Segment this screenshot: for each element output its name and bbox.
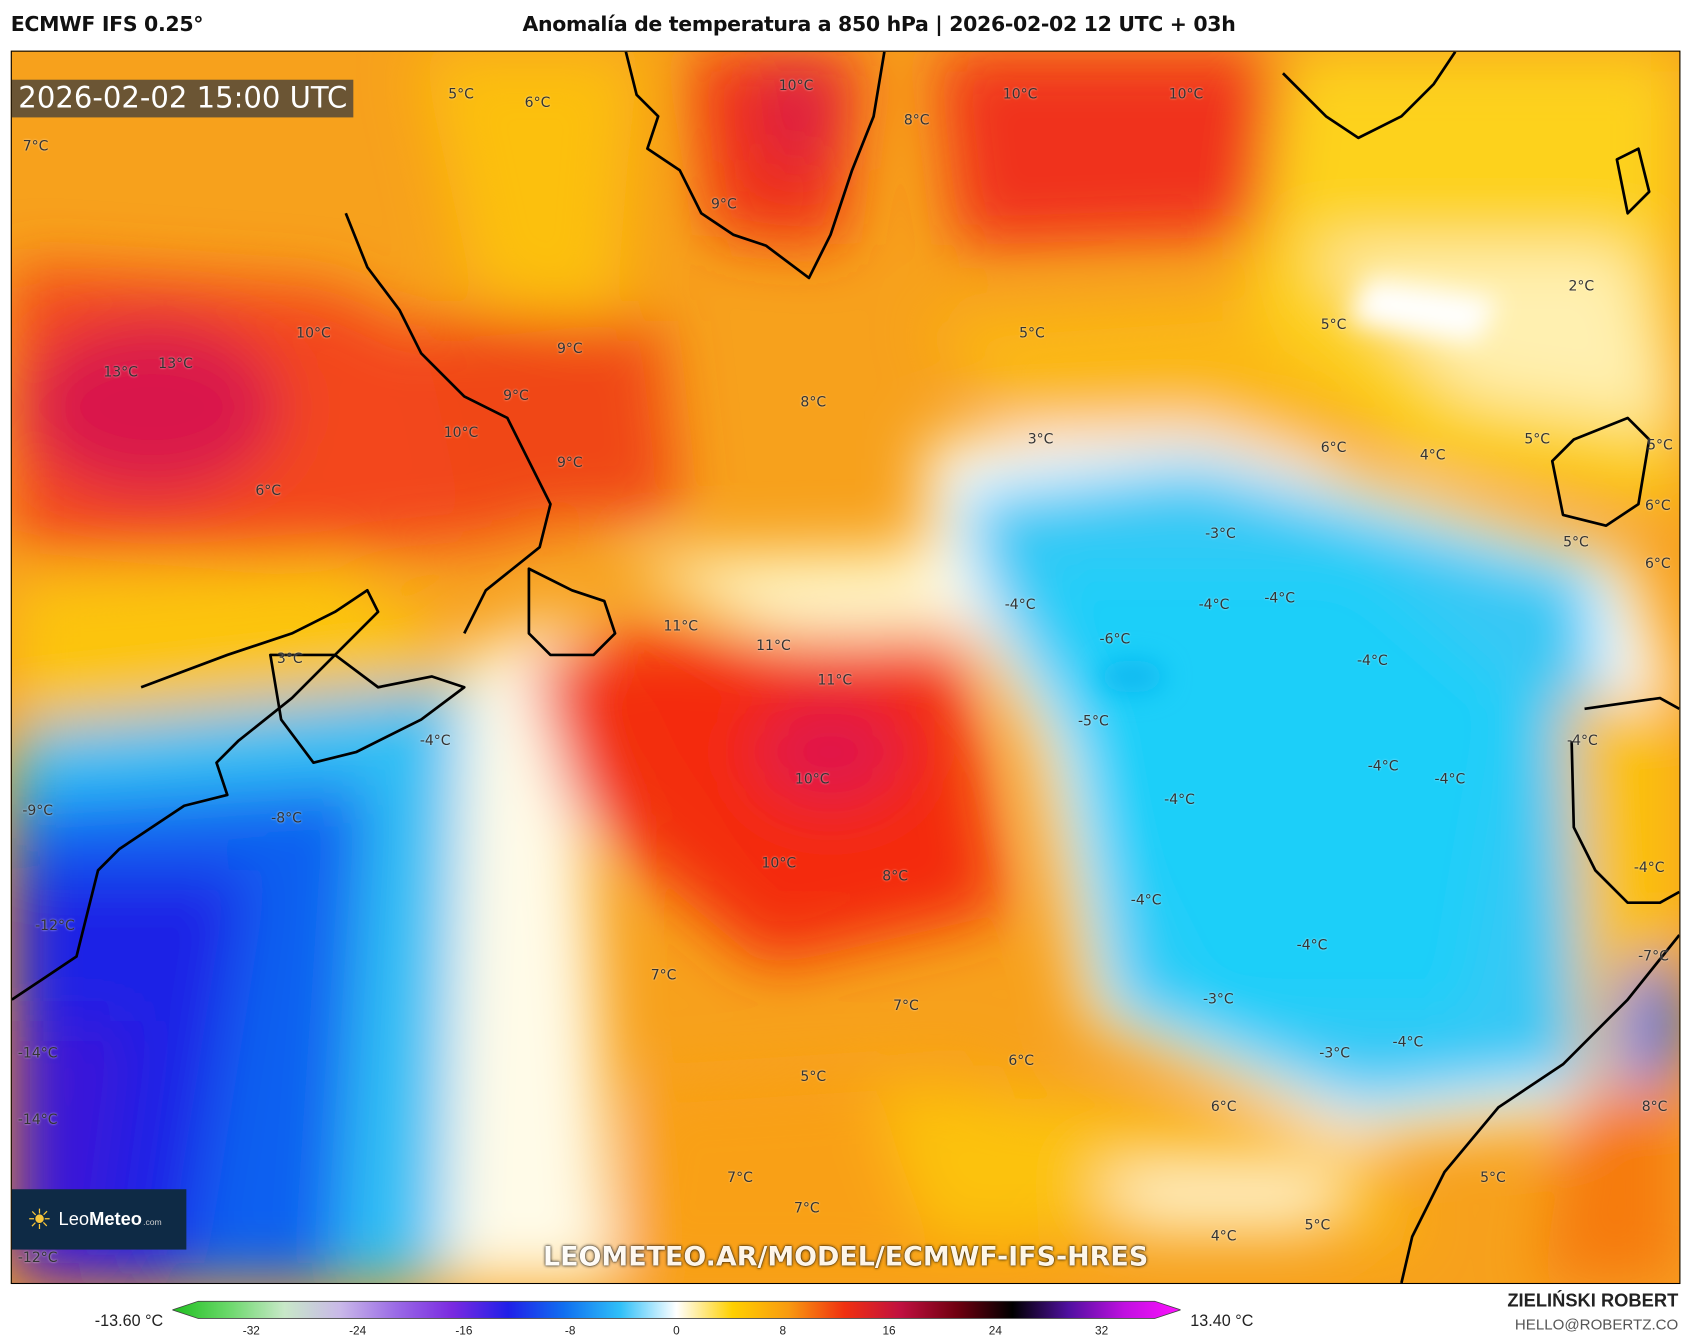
coastlines	[11, 51, 1680, 1283]
temperature-label: 8°C	[882, 868, 909, 885]
temperature-label: -4°C	[1296, 937, 1328, 954]
temperature-label: 10°C	[794, 771, 830, 788]
colorbar	[172, 1300, 1181, 1319]
temperature-label: 5°C	[1647, 437, 1673, 455]
temperature-label: 7°C	[727, 1170, 753, 1187]
temperature-label: 6°C	[524, 95, 551, 112]
colorbar-tick: 8	[779, 1324, 787, 1338]
temperature-label: -6°C	[1099, 631, 1131, 648]
colorbar-tick: 24	[988, 1324, 1002, 1338]
temperature-label: -4°C	[1356, 653, 1388, 670]
model-name: ECMWF IFS 0.25°	[10, 12, 204, 37]
temperature-label: -5°C	[1077, 713, 1109, 730]
temperature-label: 8°C	[800, 394, 827, 411]
colorbar-gradient	[172, 1300, 1181, 1319]
temperature-label: 10°C	[1168, 86, 1204, 103]
valid-time: 2026-02-02 15:00 UTC	[11, 79, 354, 118]
temperature-label: 11°C	[756, 638, 791, 655]
temperature-label: 5°C	[800, 1069, 827, 1086]
colorbar-tick: -32	[242, 1324, 260, 1338]
temperature-label: 4°C	[1210, 1228, 1237, 1245]
temperature-label: 10°C	[1002, 86, 1038, 103]
colorbar-tick: 32	[1095, 1324, 1109, 1338]
min-value: -13.60 °C	[94, 1312, 164, 1331]
map-title: Anomalía de temperatura a 850 hPa | 2026…	[522, 12, 1236, 37]
temperature-anomaly-map[interactable]: 5°C 6°C 10°C 10°C 10°C 8°C 9°C 7°C 13°C 13°C 10°C 9…	[10, 50, 1681, 1285]
temperature-label: 6°C	[1210, 1099, 1237, 1116]
temperature-label: 6°C	[255, 483, 282, 500]
temperature-label: 5°C	[1019, 325, 1045, 343]
temperature-label: 3°C	[1027, 431, 1054, 448]
temperature-label: 9°C	[556, 455, 583, 472]
temperature-label: -8°C	[271, 810, 302, 827]
temperature-label: 7°C	[650, 967, 677, 985]
temperature-label: -7°C	[1638, 948, 1669, 965]
temperature-label: 8°C	[1641, 1099, 1668, 1116]
temperature-label: 6°C	[1008, 1052, 1035, 1070]
temperature-label: 5°C	[1480, 1170, 1506, 1187]
temperature-label: 3°C	[276, 651, 303, 668]
colorbar-tick: -16	[455, 1324, 473, 1338]
author-name: ZIELIŃSKI ROBERT	[1507, 1290, 1679, 1311]
temperature-label: 4°C	[1419, 447, 1446, 464]
temperature-label: 6°C	[1320, 440, 1347, 457]
temperature-label: 10°C	[761, 855, 797, 872]
temperature-label: -14°C	[17, 1112, 58, 1129]
temperature-label: -4°C	[1392, 1034, 1424, 1051]
temperature-label: 5°C	[448, 86, 474, 103]
anomaly-field	[11, 51, 1680, 1283]
temperature-label: 9°C	[711, 196, 737, 213]
temperature-label: 2°C	[1568, 278, 1595, 295]
temperature-label: 7°C	[893, 998, 919, 1015]
temperature-label: -14°C	[17, 1045, 58, 1062]
temperature-label: 13°C	[103, 364, 138, 381]
temperature-label: 5°C	[1320, 317, 1347, 334]
temperature-label: -4°C	[1004, 597, 1036, 614]
temperature-label: 11°C	[663, 618, 699, 636]
temperature-label: -4°C	[1434, 771, 1466, 788]
sun-icon: ☀	[26, 1202, 53, 1236]
temperature-label: 11°C	[817, 672, 853, 689]
temperature-label: -12°C	[17, 1250, 58, 1267]
watermark-url: LEOMETEO.AR/MODEL/ECMWF-IFS-HRES	[542, 1240, 1149, 1273]
temperature-label: 5°C	[1304, 1217, 1331, 1234]
temperature-label: 6°C	[1644, 556, 1671, 573]
temperature-label: 9°C	[503, 388, 529, 405]
temperature-label: 10°C	[296, 325, 331, 343]
colorbar-tick: 0	[673, 1324, 680, 1338]
leometeo-logo[interactable]: ☀ LeoMeteo.com	[11, 1189, 187, 1250]
temperature-label: -4°C	[1367, 758, 1399, 776]
temperature-label: 8°C	[903, 112, 930, 129]
temperature-label: 7°C	[22, 138, 49, 155]
temperature-label: 13°C	[158, 356, 193, 373]
colorbar-tick: 16	[882, 1324, 896, 1338]
temperature-label: -4°C	[1264, 590, 1296, 608]
temperature-label: 10°C	[778, 78, 814, 95]
temperature-label: 7°C	[793, 1200, 820, 1217]
temperature-label: -4°C	[1567, 733, 1598, 750]
colorbar-tick: -24	[349, 1324, 367, 1338]
temperature-label: -4°C	[1130, 892, 1162, 909]
temperature-label: -3°C	[1202, 991, 1234, 1008]
temperature-label: -12°C	[35, 918, 75, 935]
temperature-label: 9°C	[556, 340, 583, 358]
temperature-label: -3°C	[1319, 1045, 1351, 1062]
temperature-label: 5°C	[1563, 534, 1589, 551]
temperature-label: 10°C	[443, 424, 479, 442]
temperature-label: -3°C	[1205, 526, 1236, 543]
colorbar-tick: -8	[564, 1324, 576, 1338]
temperature-label: 5°C	[1524, 431, 1551, 448]
temperature-label: -4°C	[1164, 792, 1195, 809]
max-value: 13.40 °C	[1190, 1312, 1254, 1331]
author-email: HELLO@ROBERTZ.CO	[1514, 1315, 1679, 1333]
temperature-label: -9°C	[22, 803, 54, 820]
temperature-label: -4°C	[419, 733, 451, 750]
temperature-label: -4°C	[1633, 860, 1665, 877]
temperature-label: -4°C	[1198, 597, 1230, 614]
temperature-label: 6°C	[1644, 498, 1671, 515]
